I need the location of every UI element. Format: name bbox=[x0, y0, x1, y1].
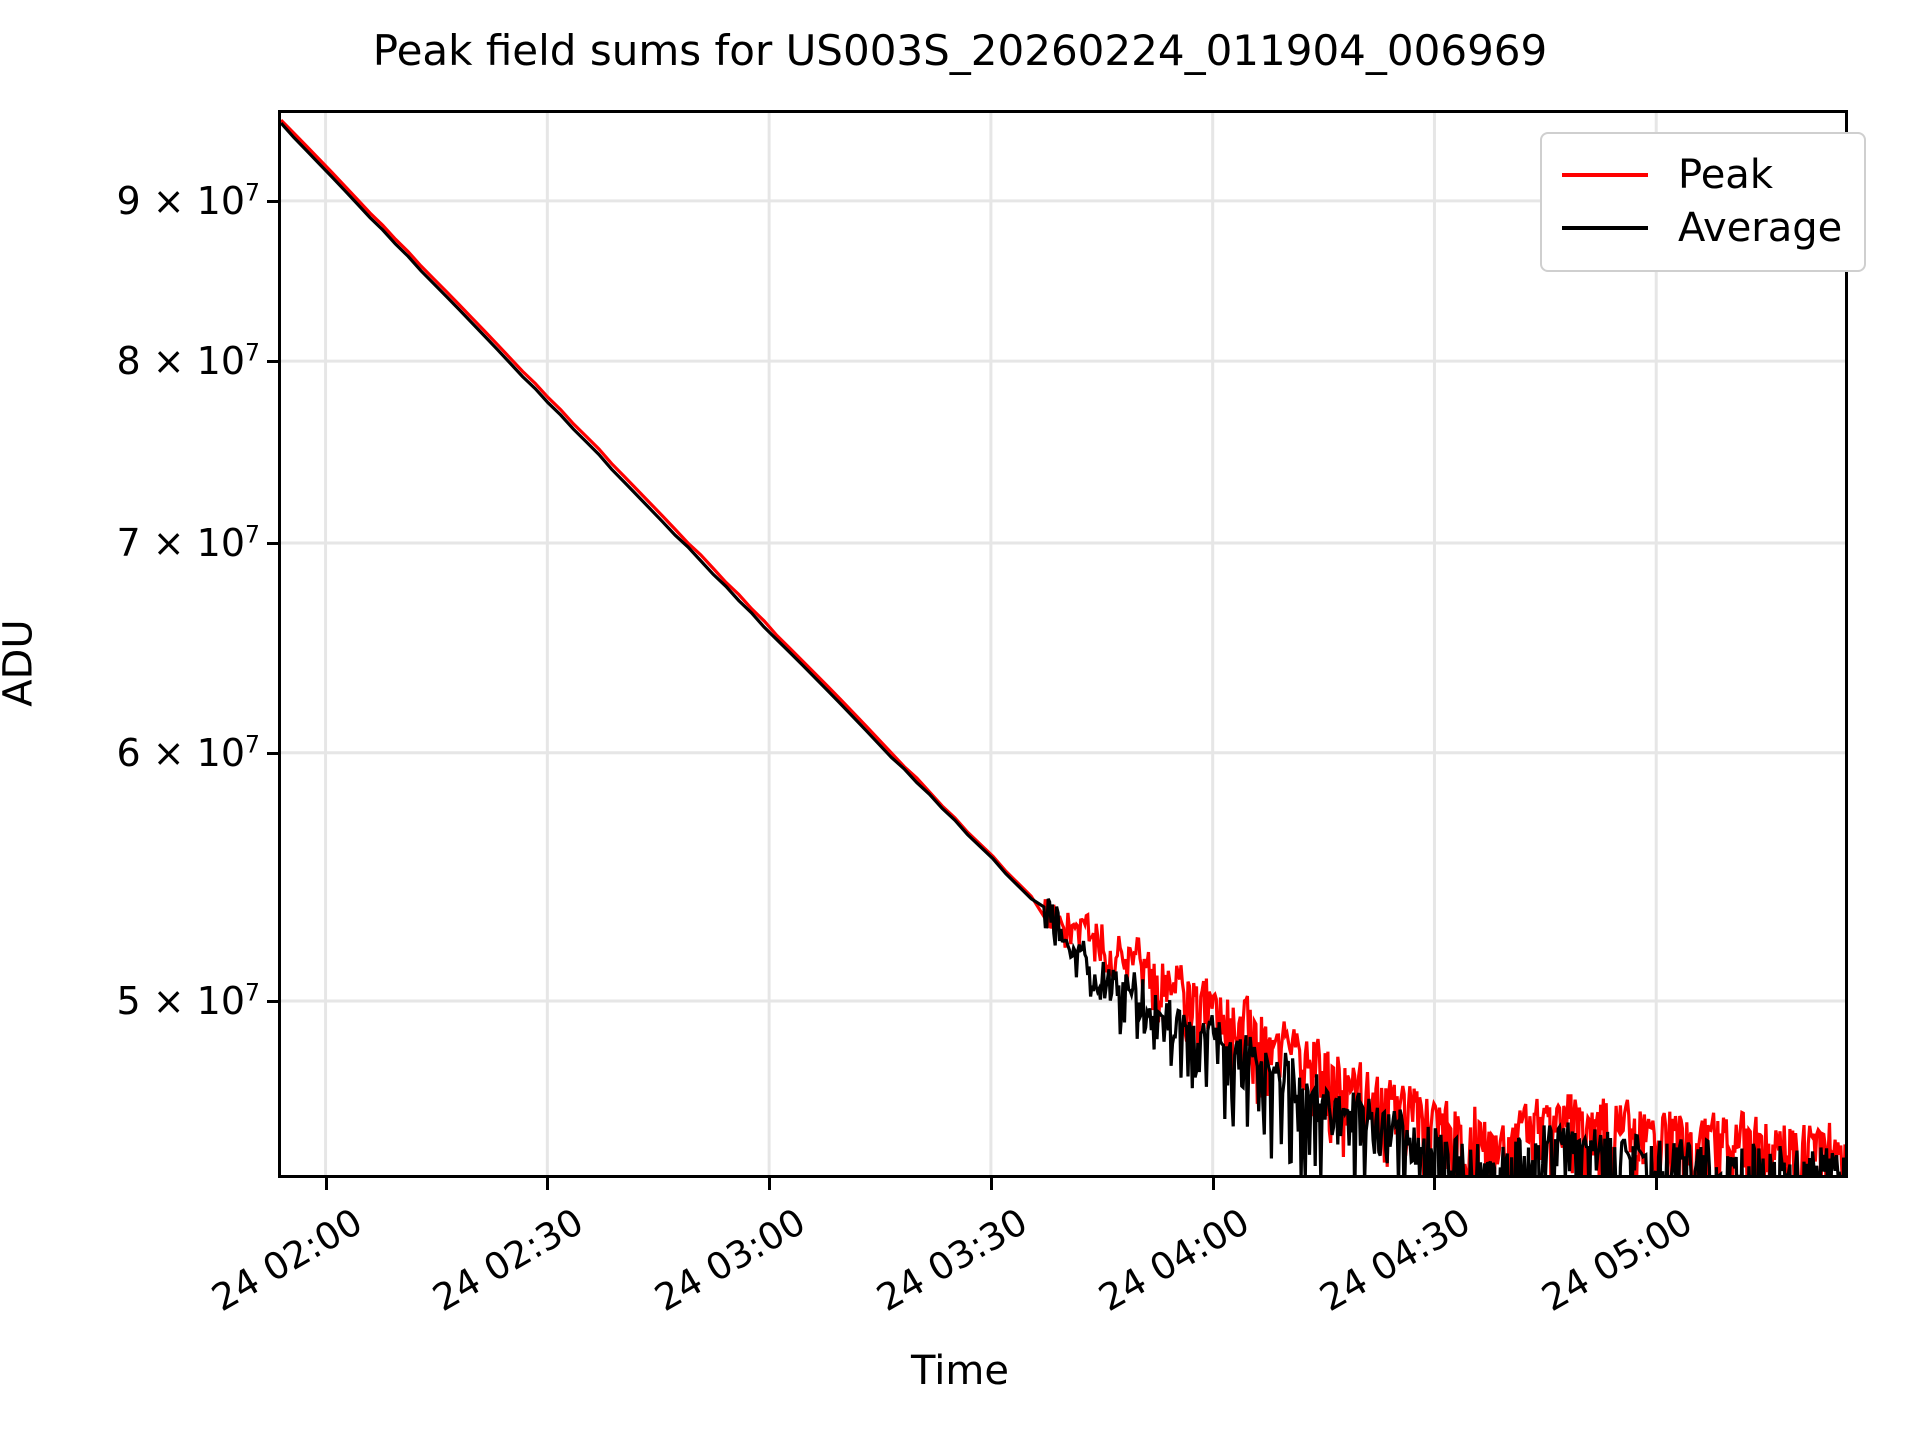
x-tick-mark bbox=[324, 1178, 328, 1190]
y-tick-label: 6 × 107 bbox=[116, 730, 260, 775]
x-tick-mark bbox=[1433, 1178, 1437, 1190]
legend-item-average[interactable]: Average bbox=[1562, 201, 1842, 254]
plot-svg bbox=[281, 113, 1845, 1175]
y-tick-label: 5 × 107 bbox=[116, 978, 260, 1023]
x-tick-mark bbox=[1655, 1178, 1659, 1190]
legend-label: Average bbox=[1678, 204, 1843, 251]
y-tick-mark bbox=[267, 360, 278, 364]
y-tick-label: 8 × 107 bbox=[116, 338, 260, 384]
y-tick-mark bbox=[267, 199, 278, 203]
y-tick-mark bbox=[267, 751, 278, 755]
y-axis-label: ADU bbox=[0, 619, 42, 707]
x-tick-mark bbox=[1211, 1178, 1215, 1190]
plot-area bbox=[278, 110, 1848, 1178]
page-title: Peak field sums for US003S_20260224_0119… bbox=[372, 26, 1548, 75]
x-tick-mark bbox=[768, 1178, 772, 1190]
y-tick-label: 7 × 107 bbox=[116, 520, 260, 565]
data-line-peak bbox=[281, 118, 1845, 1175]
legend-color-swatch bbox=[1562, 172, 1648, 177]
data-line-average bbox=[281, 121, 1845, 1175]
legend-item-peak[interactable]: Peak bbox=[1562, 148, 1842, 201]
x-tick-mark bbox=[546, 1178, 550, 1190]
legend[interactable]: Peak Average bbox=[1540, 132, 1867, 272]
y-tick-label: 9 × 107 bbox=[116, 178, 260, 223]
legend-color-swatch bbox=[1562, 225, 1648, 230]
x-axis-label: Time bbox=[911, 1348, 1009, 1394]
legend-label: Peak bbox=[1678, 151, 1773, 198]
x-tick-mark bbox=[989, 1178, 993, 1190]
y-tick-mark bbox=[267, 999, 278, 1003]
y-tick-mark bbox=[267, 541, 278, 545]
